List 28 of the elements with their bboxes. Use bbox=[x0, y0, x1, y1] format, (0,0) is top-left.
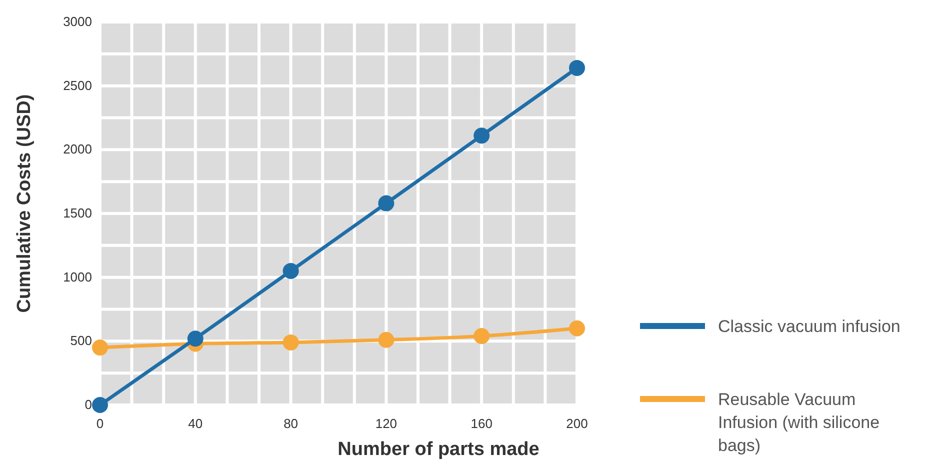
legend-label: Reusable Vacuum Infusion (with silicone bags) bbox=[718, 390, 880, 455]
point bbox=[569, 320, 585, 336]
point bbox=[92, 397, 108, 413]
legend-label: Classic vacuum infusion bbox=[718, 317, 900, 336]
x-tick-label: 120 bbox=[375, 416, 398, 431]
point bbox=[282, 334, 299, 350]
point bbox=[378, 195, 394, 212]
y-tick-label: 500 bbox=[70, 333, 92, 348]
point bbox=[92, 340, 108, 356]
x-axis-title: Number of parts made bbox=[338, 439, 540, 460]
point bbox=[282, 262, 299, 279]
x-tick-label: 200 bbox=[566, 416, 588, 431]
y-axis-title: Cumulative Costs (USD) bbox=[14, 94, 35, 313]
point bbox=[474, 128, 490, 144]
point bbox=[569, 60, 585, 76]
x-tick-label: 40 bbox=[188, 416, 203, 431]
x-tick-label: 80 bbox=[284, 416, 298, 431]
point bbox=[187, 330, 204, 347]
y-tick-label: 3000 bbox=[63, 14, 92, 29]
y-tick-label: 1500 bbox=[63, 206, 92, 220]
y-tick-label: 2000 bbox=[63, 142, 92, 157]
y-tick-label: 0 bbox=[84, 397, 92, 412]
y-tick-label: 2500 bbox=[63, 78, 92, 93]
point bbox=[474, 328, 490, 344]
x-tick-label: 160 bbox=[470, 416, 492, 431]
x-tick-label: 0 bbox=[96, 416, 104, 431]
point bbox=[378, 332, 394, 348]
y-tick-label: 1000 bbox=[63, 269, 92, 284]
